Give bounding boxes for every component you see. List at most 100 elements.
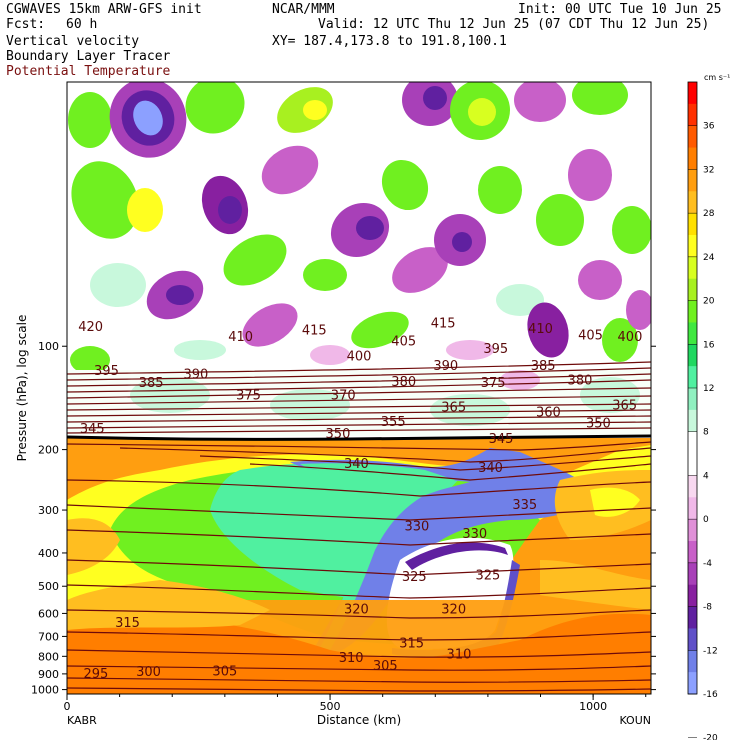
colorbar-swatch — [688, 562, 697, 586]
colorbar-swatch — [688, 191, 697, 214]
isentrope-label: 390 — [183, 368, 208, 383]
pressure-axis: 100 200 300 400 500 600 700 800 900 1000 — [31, 340, 656, 697]
forecast-hour: 60 h — [66, 17, 98, 32]
isentrope-label: 400 — [347, 349, 372, 364]
isentrope-label: 405 — [578, 328, 603, 343]
distance-axis: 0 500 1000 — [64, 694, 647, 713]
isentrope-label: 350 — [326, 427, 351, 442]
colorbar-swatch — [688, 82, 697, 105]
colorbar-swatch — [688, 169, 697, 192]
colorbar-swatch — [688, 431, 697, 455]
colorbar-swatch — [688, 606, 697, 629]
isentrope-label: 390 — [433, 359, 458, 374]
gravity-wave-velocity-field — [68, 82, 651, 374]
organization: NCAR/MMM — [272, 2, 335, 17]
colorbar: 36 32 28 24 20 16 12 8 4 0 -4 -8 -12 -16 -20 — [687, 81, 718, 740]
plot-frame — [66, 81, 652, 695]
colorbar-tick-label: 36 — [703, 122, 715, 132]
plot-area: 420 410 415 405 415 410 405 400 395 385 390 400 390 3… — [67, 82, 651, 694]
left-endpoint-label: KABR — [67, 714, 97, 727]
colorbar-swatch — [688, 628, 697, 651]
colorbar-tick-label: 4 — [703, 471, 709, 481]
isentrope-label: 345 — [489, 432, 514, 447]
colorbar-swatch — [688, 409, 697, 433]
colorbar-tick-label: -16 — [703, 690, 718, 700]
isentrope-label: 325 — [402, 570, 427, 585]
isentrope-label: 415 — [431, 317, 456, 332]
y-tick-label: 600 — [38, 607, 59, 620]
colorbar-swatch — [688, 366, 697, 389]
colorbar-swatch — [688, 388, 697, 411]
isentrope-label: 360 — [536, 406, 561, 421]
colorbar-swatch — [688, 475, 697, 498]
isentrope-label: 405 — [391, 335, 416, 350]
field-vertical-velocity: Vertical velocity — [6, 34, 140, 49]
x-axis-label: Distance (km) — [317, 713, 401, 727]
isentrope-label: 355 — [381, 415, 406, 430]
colorbar-tick-label: 28 — [703, 209, 715, 219]
colorbar-swatch — [688, 235, 697, 258]
isentrope-label: 340 — [478, 461, 503, 476]
y-tick-label: 700 — [38, 630, 59, 643]
potential-temperature-isentropes — [67, 361, 651, 692]
isentrope-label: 320 — [441, 603, 466, 618]
isentrope-label: 335 — [512, 498, 537, 513]
field-potential-temperature: Potential Temperature — [6, 64, 171, 79]
x-tick-label: 1000 — [579, 700, 607, 713]
colorbar-swatch — [688, 672, 697, 695]
isentrope-label: 410 — [528, 322, 553, 337]
colorbar-units: cm s⁻¹ — [704, 73, 730, 82]
boundary-layer-tracer-field — [67, 438, 651, 694]
isentrope-label: 380 — [391, 375, 416, 390]
isentrope-label: 305 — [212, 664, 237, 679]
isentrope-label: 310 — [447, 647, 472, 662]
isentrope-label: 305 — [373, 659, 398, 674]
colorbar-swatch — [688, 584, 697, 608]
isentrope-label: 420 — [78, 320, 103, 335]
y-tick-label: 300 — [38, 504, 59, 517]
forecast-label: Fcst: — [6, 17, 46, 32]
isentrope-label: 320 — [344, 603, 369, 618]
isentrope-label: 340 — [344, 457, 369, 472]
colorbar-swatch — [688, 125, 697, 149]
colorbar-tick-label: 24 — [703, 253, 715, 263]
colorbar-swatch — [688, 300, 697, 323]
x-tick-label: 0 — [64, 700, 71, 713]
colorbar-swatch — [688, 344, 697, 367]
colorbar-swatch — [688, 103, 697, 127]
valid-time: Valid: 12 UTC Thu 12 Jun 25 (07 CDT Thu … — [318, 17, 710, 32]
y-tick-label: 400 — [38, 547, 59, 560]
y-tick-label: 500 — [38, 580, 59, 593]
isentrope-label: 330 — [404, 520, 429, 535]
isentrope-label: 365 — [441, 401, 466, 416]
y-tick-label: 1000 — [31, 684, 59, 697]
isentrope-label: 365 — [612, 399, 637, 414]
isentrope-label: 310 — [339, 651, 364, 666]
colorbar-swatch — [688, 278, 697, 302]
colorbar-tick-label: 32 — [703, 165, 714, 175]
isentrope-label: 295 — [84, 667, 109, 682]
isentrope-label: 370 — [331, 388, 356, 403]
field-boundary-layer-tracer: Boundary Layer Tracer — [6, 49, 171, 64]
isentrope-label: 385 — [531, 359, 556, 374]
isentrope-label: 375 — [481, 376, 506, 391]
colorbar-tick-label: 8 — [703, 428, 709, 438]
isentrope-label: 385 — [139, 376, 164, 391]
colorbar-swatch — [688, 650, 697, 673]
colorbar-swatch — [688, 541, 697, 564]
colorbar-tick-label: 12 — [703, 384, 714, 394]
init-time: Init: 00 UTC Tue 10 Jun 25 — [518, 2, 722, 17]
y-tick-label: 800 — [38, 650, 59, 663]
isentrope-label: 315 — [115, 616, 140, 631]
colorbar-tick-label: 0 — [703, 515, 709, 525]
model-title: CGWAVES 15km ARW-GFS init — [6, 2, 202, 17]
colorbar-swatch — [688, 213, 697, 236]
colorbar-tick-label: 20 — [703, 297, 715, 307]
colorbar-swatch — [688, 497, 697, 520]
y-axis-label: Pressure (hPa), log scale — [15, 315, 29, 462]
isentrope-label: 300 — [136, 665, 161, 680]
isentrope-label: 410 — [228, 330, 253, 345]
isentrope-label: 330 — [462, 527, 487, 542]
colorbar-swatch — [688, 453, 697, 476]
